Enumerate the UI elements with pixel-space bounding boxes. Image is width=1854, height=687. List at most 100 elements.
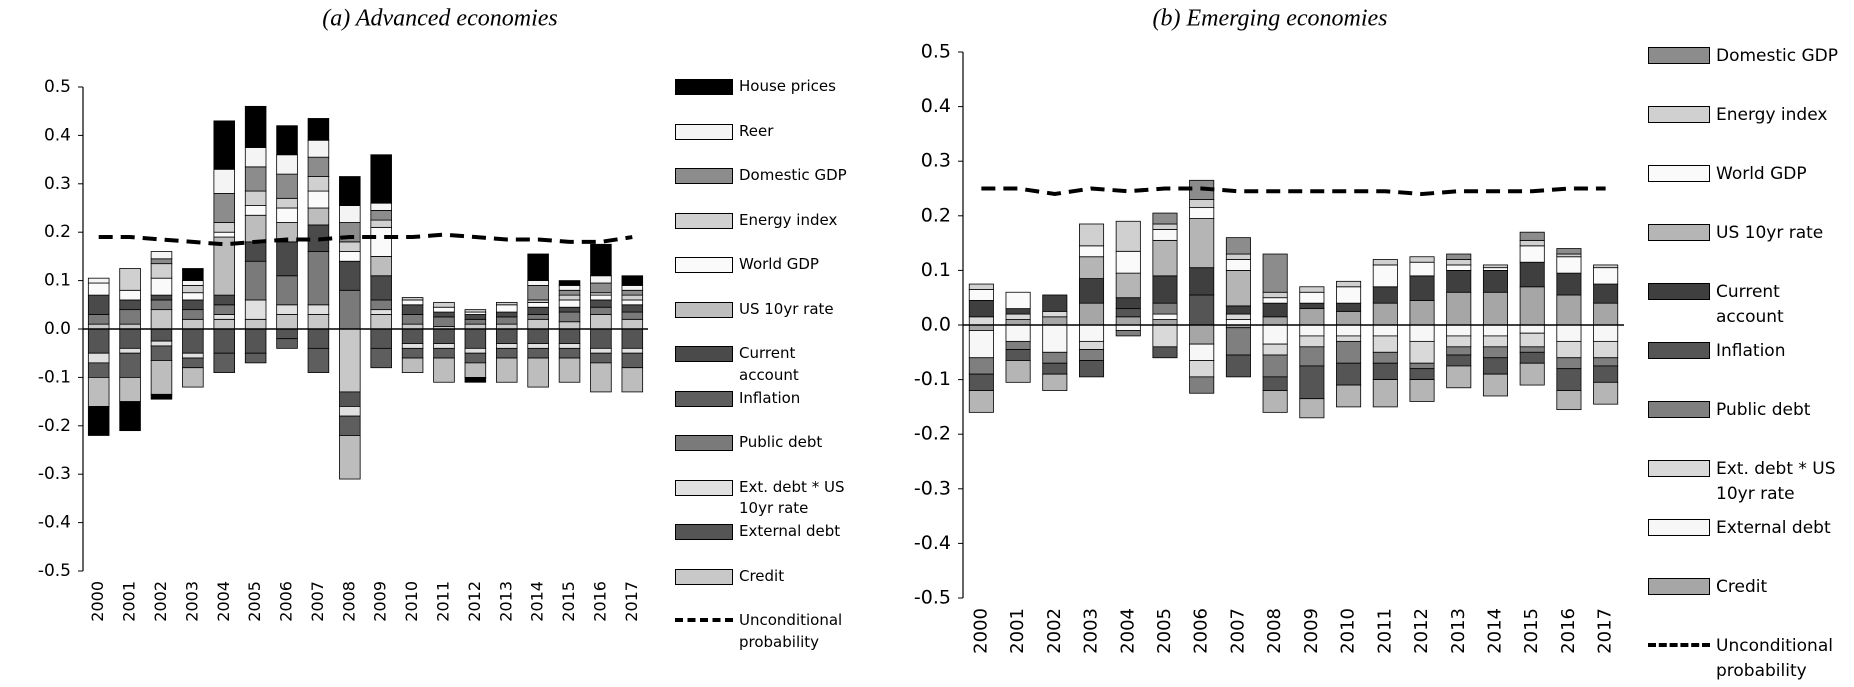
bar-segment [1372,335,1398,353]
bar-segment [119,328,141,349]
bar-segment [1593,365,1619,383]
bar-segment [968,316,994,326]
bar-segment [1152,324,1178,348]
x-tick-label: 2011 [1374,608,1395,654]
y-tick-label: 0.4 [44,125,71,145]
bar-segment [87,314,110,325]
legend-patch [1648,283,1710,300]
bar-segment [1042,362,1068,375]
bar-segment [339,289,361,330]
bar-segment [527,306,549,315]
bar-segment [401,343,424,349]
bar-segment [558,321,581,330]
bar-segment [621,275,644,286]
bar-segment [1225,354,1251,378]
legend-patch [1648,342,1710,359]
legend-label: Credit [739,566,785,585]
legend-item: External debt [1648,516,1844,541]
bar-segment [464,352,487,364]
bar-segment [1593,283,1619,304]
x-tick-label: 2000 [970,608,991,654]
legend-label: House prices [739,77,836,95]
y-tick-label: -0.3 [914,477,951,499]
bar-segment [621,285,644,291]
legend-label: Unconditional probability [1716,636,1833,681]
bar-segment [527,280,549,286]
legend-patch [675,346,733,362]
bar-segment [244,260,267,301]
legend-label: US 10yr rate [1716,223,1824,243]
bar-segment [590,294,612,301]
bar-segment [1556,253,1582,258]
bar-segment [621,289,644,296]
bar-segment [527,357,549,388]
y-tick-label: 0.5 [44,77,71,97]
bar-segment [1446,264,1472,271]
bar-segment [968,357,994,375]
bar-segment [621,311,644,320]
x-tick-label: 2001 [1007,608,1028,654]
bar-segment [1482,357,1508,375]
bar-segment [968,289,994,301]
bar-segment [1446,365,1472,389]
bar-segment [339,328,361,393]
bar-segment [1519,239,1545,247]
legend-label: Reer [739,121,774,140]
bar-segment [1556,390,1582,411]
bar-segment [1262,390,1288,413]
x-tick-label: 2004 [214,581,233,622]
bar-segment [244,147,267,168]
y-tick-label: 0.2 [921,204,951,226]
legend-item: Inflation [1648,339,1844,364]
bar-segment [276,328,298,340]
bar-segment [1115,316,1141,326]
legend-label: Domestic GDP [739,166,847,184]
bar-segment [1115,250,1141,274]
legend-patch [1648,224,1710,241]
bar-segment [1372,351,1398,364]
bar-segment [1336,310,1362,326]
bar-segment [1519,346,1545,353]
bar-segment [1299,335,1325,348]
bar-segment [370,219,392,228]
bar-segment [1079,340,1105,350]
bar-segment [370,347,392,369]
bar-segment [968,390,994,413]
legend-item: Domestic GDP [1648,44,1844,69]
legend-item: External debt [675,521,851,543]
bar-segment [1372,259,1398,266]
bar-segment [1115,297,1141,310]
bar-segment [213,236,236,296]
bar-segment [1225,327,1251,356]
bar-segment [244,328,267,354]
x-tick-label: 2006 [1191,608,1212,654]
bar-segment [307,347,330,373]
legend-item: Unconditional probability [1648,634,1844,683]
bar-segment [87,362,110,378]
bar-segment [1482,373,1508,397]
bar-segment [495,316,518,325]
bar-segment [339,406,361,417]
legend-label: Energy index [739,210,838,229]
bar-segment [150,345,173,361]
bar-segment [182,352,204,359]
bar-segment [1225,313,1251,320]
bar-segment [621,294,644,301]
bar-segment [276,304,298,315]
bar-segment [213,193,236,223]
bar-segment [1189,207,1215,219]
bar-segment [1005,360,1031,383]
bar-segment [1519,261,1545,288]
legend-label: Inflation [1716,341,1786,361]
bar-segment [1336,302,1362,312]
bar-segment [1593,324,1619,342]
bar-segment [244,166,267,192]
legend-item: Current account [1648,280,1844,329]
legend-patch [675,168,733,184]
bar-segment [276,197,298,209]
y-tick-label: 0.3 [921,150,951,172]
legend-item: Domestic GDP [675,165,851,187]
bar-segment [1336,384,1362,408]
bar-segment [370,314,392,330]
bar-segment [1446,346,1472,356]
